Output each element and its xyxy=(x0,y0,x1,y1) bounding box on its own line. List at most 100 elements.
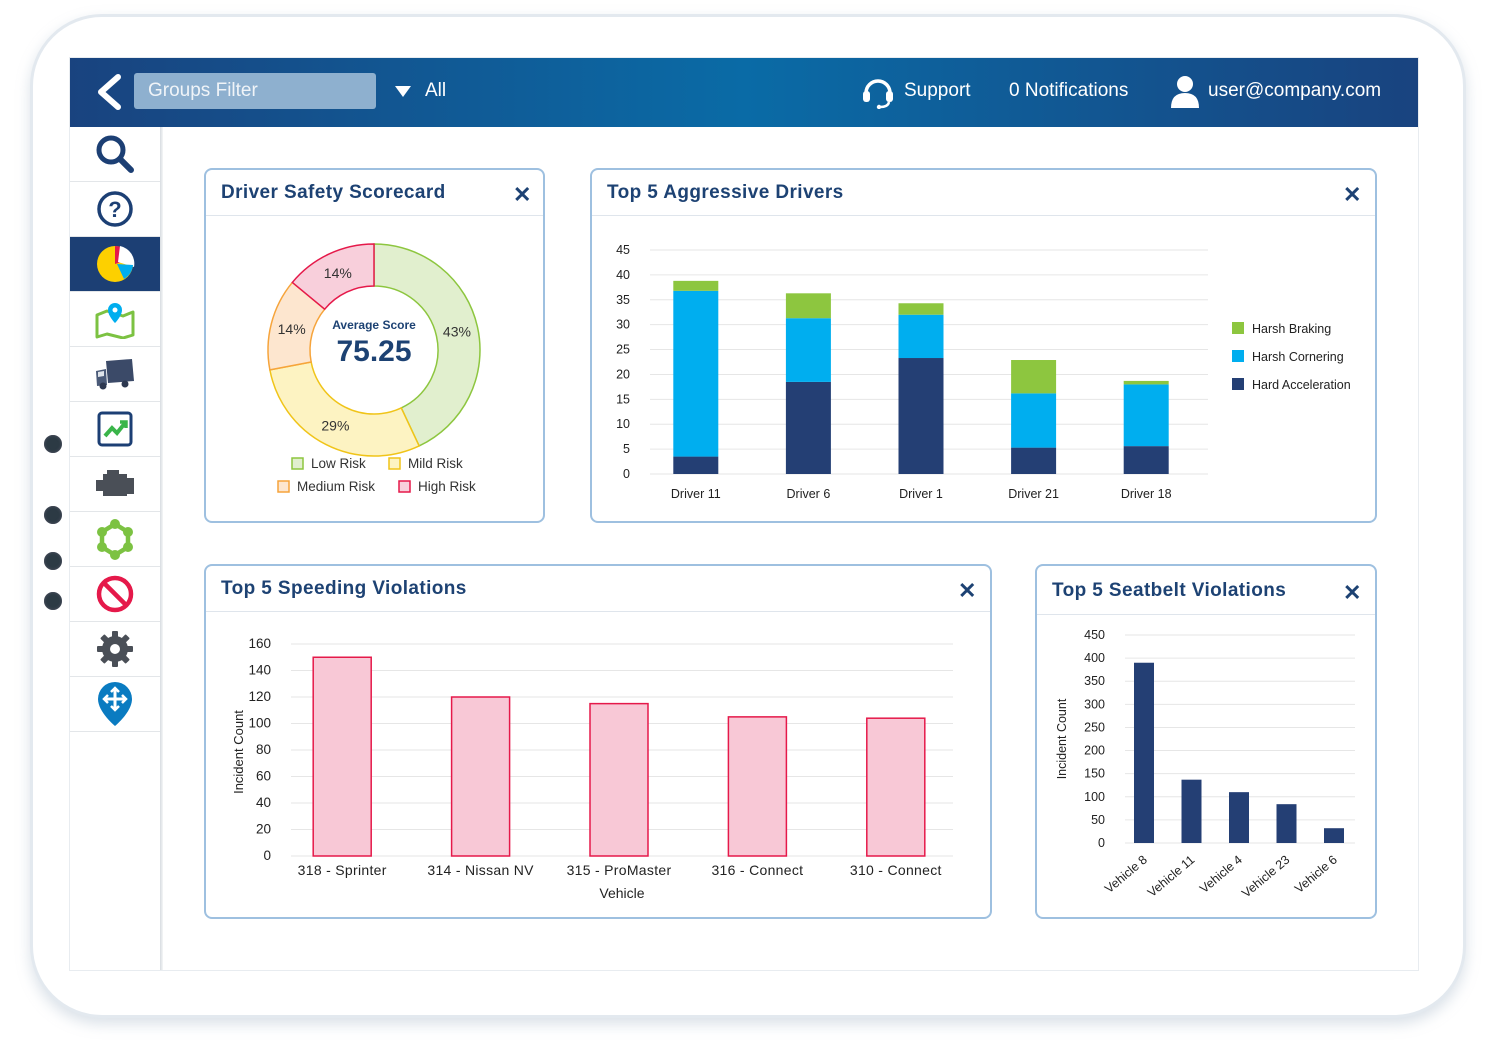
x-tick-label: Driver 21 xyxy=(1008,487,1059,501)
bar[interactable] xyxy=(1324,828,1344,843)
bar[interactable] xyxy=(866,717,926,857)
truck-icon xyxy=(96,359,134,390)
card-top-speeding-violations: Top 5 Speeding Violations ✕ 0 20 40 60 80 100… xyxy=(204,564,992,919)
legend-swatch xyxy=(1232,350,1244,362)
bar-segment[interactable] xyxy=(1011,360,1057,394)
sidebar-item-violations[interactable] xyxy=(70,567,160,622)
bar-segment[interactable] xyxy=(673,290,719,457)
y-tick-label: 60 xyxy=(256,769,271,784)
average-score-value: 75.25 xyxy=(336,335,411,368)
bar-segment[interactable] xyxy=(1011,393,1057,448)
donut-slice[interactable] xyxy=(268,361,421,457)
x-tick-label: 316 - Connect xyxy=(711,862,803,878)
bar-segment[interactable] xyxy=(785,381,831,474)
sidebar-item-engine[interactable] xyxy=(70,457,160,512)
y-tick-label: 100 xyxy=(1084,790,1105,804)
close-icon[interactable]: ✕ xyxy=(958,578,977,603)
bar-segment[interactable] xyxy=(898,358,944,474)
bar-segment[interactable] xyxy=(785,318,831,382)
donut-slice[interactable] xyxy=(291,243,375,311)
sidebar: ? xyxy=(70,127,163,970)
support-label: Support xyxy=(904,80,971,101)
y-tick-label: 25 xyxy=(616,343,630,357)
close-icon[interactable]: ✕ xyxy=(1343,182,1362,207)
y-tick-label: 5 xyxy=(623,442,630,456)
app-screen: Groups Filter All Support 0 Notification… xyxy=(69,57,1419,971)
y-tick-label: 50 xyxy=(1091,813,1105,827)
bar-segment[interactable] xyxy=(673,456,719,474)
bar[interactable] xyxy=(1181,779,1202,843)
bar-segment[interactable] xyxy=(1011,447,1057,474)
legend-label[interactable]: Medium Risk xyxy=(297,479,375,494)
card-title: Top 5 Speeding Violations xyxy=(221,578,467,599)
sidebar-item-settings[interactable] xyxy=(70,622,160,677)
sidebar-item-map[interactable] xyxy=(70,292,160,347)
x-axis-label: Vehicle xyxy=(599,885,644,901)
sidebar-item-help[interactable]: ? xyxy=(70,182,160,237)
filter-dropdown[interactable]: All xyxy=(395,78,446,104)
legend-label[interactable]: Mild Risk xyxy=(408,456,463,471)
sidebar-item-reports[interactable] xyxy=(70,402,160,457)
bar-segment[interactable] xyxy=(898,314,944,359)
bar-segment[interactable] xyxy=(785,293,831,319)
user-menu[interactable]: user@company.com xyxy=(1168,71,1381,111)
sidebar-divider xyxy=(160,127,163,970)
support-link[interactable]: Support xyxy=(860,73,971,109)
divider xyxy=(206,215,543,216)
x-tick-label: 314 - Nissan NV xyxy=(427,862,534,878)
legend-label[interactable]: Hard Acceleration xyxy=(1252,378,1351,392)
x-tick-label: Vehicle 6 xyxy=(1292,853,1340,896)
y-axis-label: Incident Count xyxy=(231,710,246,794)
y-tick-label: 0 xyxy=(263,848,271,863)
sidebar-item-vehicles[interactable] xyxy=(70,347,160,402)
card-title: Top 5 Aggressive Drivers xyxy=(607,182,844,203)
bar[interactable] xyxy=(450,696,511,857)
back-button[interactable] xyxy=(92,72,126,112)
bar-segment[interactable] xyxy=(673,280,719,291)
bar[interactable] xyxy=(1229,792,1249,843)
bar-segment[interactable] xyxy=(1123,380,1169,385)
legend-swatch xyxy=(388,457,401,470)
donut-slice[interactable] xyxy=(373,243,481,447)
bar[interactable] xyxy=(1134,662,1154,843)
bar[interactable] xyxy=(312,656,372,857)
bar[interactable] xyxy=(589,702,649,857)
legend-label[interactable]: Harsh Braking xyxy=(1252,322,1331,336)
legend-label[interactable]: High Risk xyxy=(418,479,476,494)
legend-swatch xyxy=(398,480,411,493)
notifications-link[interactable]: 0 Notifications xyxy=(1009,80,1129,101)
user-icon xyxy=(1171,76,1199,108)
legend-label[interactable]: Low Risk xyxy=(311,456,366,471)
y-tick-label: 120 xyxy=(248,689,271,704)
bar-segment[interactable] xyxy=(1123,446,1169,474)
bar-segment[interactable] xyxy=(898,303,944,315)
help-icon: ? xyxy=(97,191,133,227)
sensor-dot xyxy=(44,552,62,570)
bar[interactable] xyxy=(727,716,788,857)
legend-swatch xyxy=(277,480,290,493)
y-tick-label: 100 xyxy=(248,716,271,731)
headset-icon xyxy=(863,79,893,109)
sidebar-item-search[interactable] xyxy=(70,127,160,182)
close-icon[interactable]: ✕ xyxy=(1343,580,1362,605)
card-title: Driver Safety Scorecard xyxy=(221,182,446,203)
legend-label[interactable]: Harsh Cornering xyxy=(1252,350,1344,364)
legend-swatch xyxy=(1232,322,1244,334)
close-icon[interactable]: ✕ xyxy=(513,182,532,207)
y-tick-label: 20 xyxy=(256,822,271,837)
x-tick-label: 315 - ProMaster xyxy=(567,862,672,878)
chevron-left-icon xyxy=(98,74,121,110)
bar-segment[interactable] xyxy=(1123,384,1169,447)
divider xyxy=(592,215,1375,216)
sidebar-item-dashboard[interactable] xyxy=(70,237,160,292)
sidebar-item-dispatch[interactable] xyxy=(70,677,160,732)
y-tick-label: 350 xyxy=(1084,674,1105,688)
geofence-icon xyxy=(97,519,133,560)
y-axis-label: Incident Count xyxy=(1055,698,1069,779)
bar[interactable] xyxy=(1276,804,1297,843)
x-tick-label: 318 - Sprinter xyxy=(298,862,387,878)
x-tick-label: Vehicle 8 xyxy=(1102,853,1150,896)
groups-filter-input[interactable]: Groups Filter xyxy=(134,73,376,109)
sidebar-item-geofence[interactable] xyxy=(70,512,160,567)
caret-down-icon xyxy=(395,85,411,97)
